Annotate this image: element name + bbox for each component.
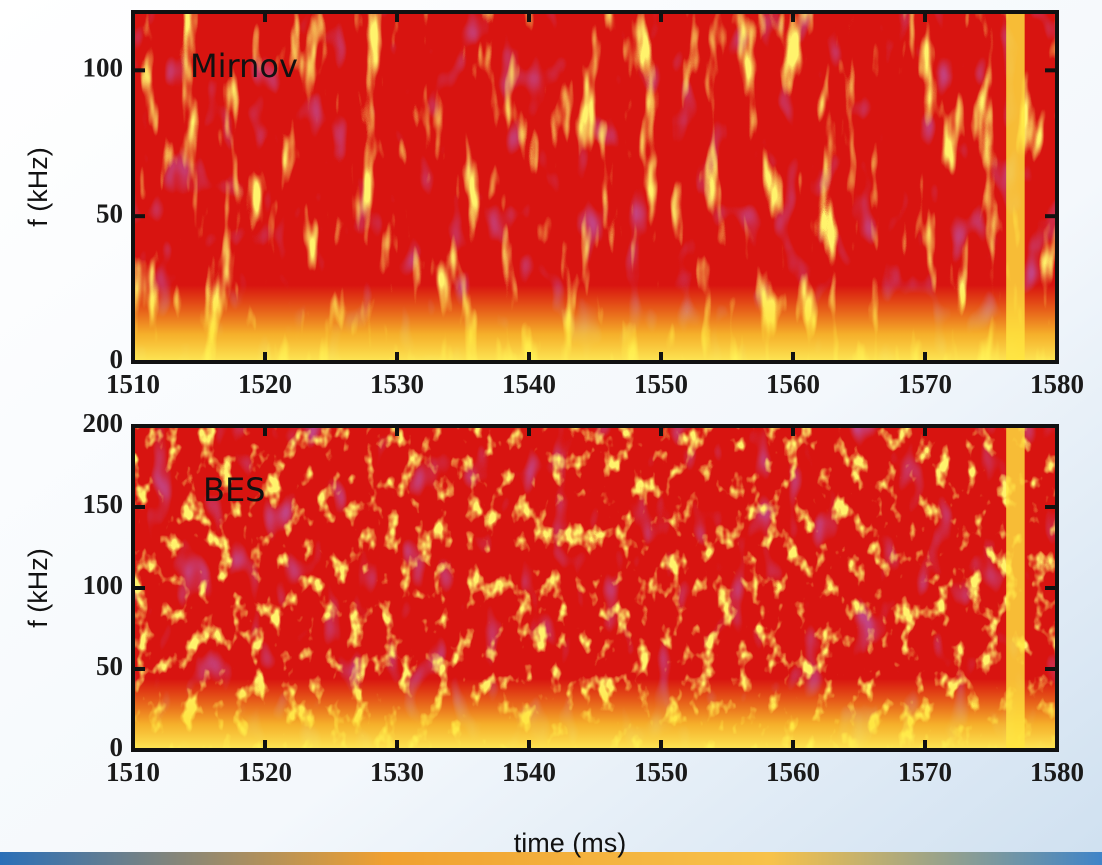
- y-tick-label: 0: [110, 344, 124, 374]
- x-tick-label: 1520: [238, 757, 292, 787]
- x-tick-label: 1530: [370, 757, 424, 787]
- x-tick-label: 1540: [502, 369, 556, 399]
- x-tick-label: 1560: [766, 757, 820, 787]
- burst-band: [1006, 426, 1025, 750]
- x-tick-label: 1520: [238, 369, 292, 399]
- x-tick-label: 1540: [502, 757, 556, 787]
- y-tick-label: 100: [83, 570, 124, 600]
- annotation: Mirnov: [190, 47, 298, 85]
- x-axis-label: time (ms): [514, 828, 626, 858]
- x-tick-label: 1510: [106, 369, 160, 399]
- slide-stripe: [0, 852, 1102, 865]
- y-tick-label: 50: [96, 198, 123, 228]
- x-tick-label: 1580: [1030, 369, 1084, 399]
- annotation: BES: [203, 471, 265, 509]
- x-tick-label: 1570: [898, 757, 952, 787]
- y-axis-label: f (kHz): [23, 548, 53, 627]
- y-tick-label: 0: [110, 732, 124, 762]
- panels: 1510 1520 1530 1540 1550 1560 1570 1580 0 50 100 f …: [23, 10, 1084, 858]
- y-tick-label: 100: [83, 53, 124, 83]
- low-frequency-band: [133, 426, 1057, 750]
- x-tick-label: 1550: [634, 757, 688, 787]
- y-axis-label: f (kHz): [23, 147, 53, 226]
- y-tick-label: 200: [83, 408, 124, 438]
- y-tick-label: 50: [96, 651, 123, 681]
- x-tick-label: 1570: [898, 369, 952, 399]
- panel: 1510 1520 1530 1540 1550 1560 1570 1580 0 50 100 15…: [23, 408, 1084, 858]
- x-tick-label: 1510: [106, 757, 160, 787]
- y-tick-label: 150: [83, 489, 124, 519]
- x-tick-label: 1530: [370, 369, 424, 399]
- x-tick-label: 1580: [1030, 757, 1084, 787]
- x-tick-label: 1550: [634, 369, 688, 399]
- x-tick-label: 1560: [766, 369, 820, 399]
- panel: 1510 1520 1530 1540 1550 1560 1570 1580 0 50 100 f …: [23, 10, 1084, 399]
- plot-frame: [131, 10, 1059, 364]
- burst-band: [1006, 12, 1025, 362]
- low-frequency-band: [133, 12, 1057, 362]
